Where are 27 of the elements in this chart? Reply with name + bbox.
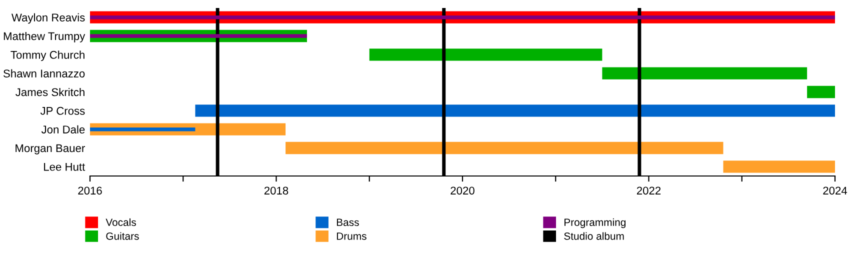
y-tick-label: Morgan Bauer bbox=[16, 144, 85, 154]
legend-label: Drums bbox=[336, 232, 366, 240]
y-tick-label: James Skritch bbox=[16, 88, 84, 96]
bar bbox=[723, 160, 835, 173]
y-tick-label: Lee Hutt bbox=[44, 163, 86, 171]
y-tick-label: Tommy Church bbox=[10, 50, 84, 61]
x-tick-label: 2020 bbox=[450, 186, 474, 195]
x-tick-label: 2018 bbox=[264, 186, 288, 195]
legend-label: Studio album bbox=[564, 232, 624, 240]
legend-label: Programming bbox=[564, 218, 626, 228]
bar bbox=[90, 15, 835, 20]
y-tick-label: JP Cross bbox=[40, 106, 85, 115]
legend-label: Guitars bbox=[106, 232, 139, 240]
x-tick-label: 2016 bbox=[78, 186, 102, 195]
bar bbox=[369, 48, 602, 61]
x-tick-label: 2024 bbox=[823, 186, 848, 195]
y-tick-label: Shawn Iannazzo bbox=[3, 69, 85, 78]
legend-label: Vocals bbox=[106, 218, 136, 226]
bar bbox=[602, 67, 808, 80]
bar bbox=[807, 86, 835, 98]
bar bbox=[90, 34, 307, 38]
y-tick-label: Jon Dale bbox=[41, 125, 85, 134]
bar bbox=[286, 142, 724, 154]
y-tick-label: Waylon Reavis bbox=[12, 13, 85, 24]
x-tick-label: 2022 bbox=[636, 186, 661, 195]
y-tick-label: Matthew Trumpy bbox=[4, 32, 86, 42]
legend-label: Bass bbox=[336, 218, 359, 226]
